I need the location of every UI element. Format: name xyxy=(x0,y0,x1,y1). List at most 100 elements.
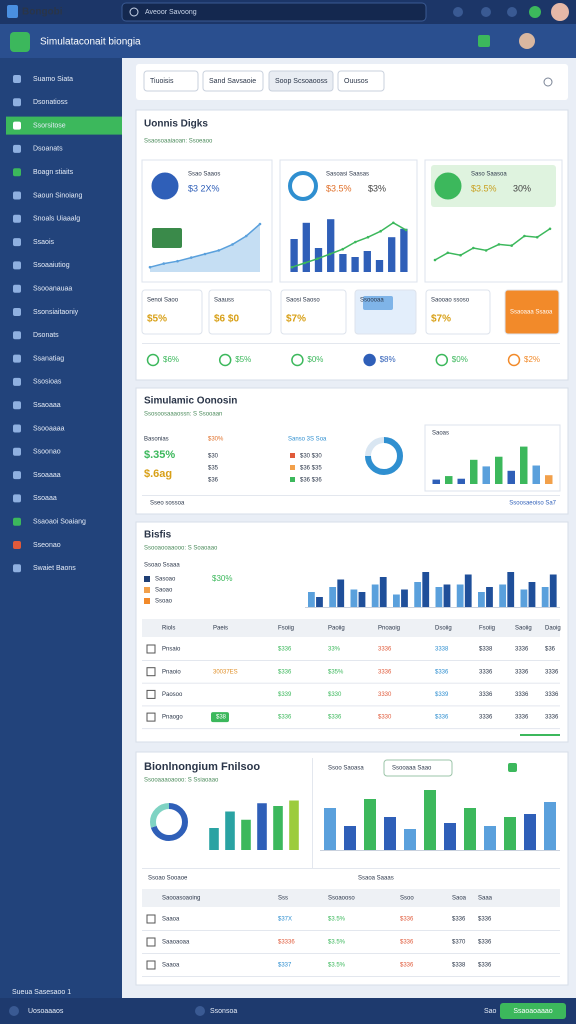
filter-button[interactable] xyxy=(143,70,199,92)
bar xyxy=(329,587,337,607)
table-cell: $336 xyxy=(400,963,414,969)
column-header: Ssoaooso xyxy=(328,896,355,902)
nav-item: Ssorsitose xyxy=(33,122,66,129)
row-divider xyxy=(142,660,560,661)
divider xyxy=(142,495,560,496)
row-divider xyxy=(142,728,560,730)
nav-item: Ssanatiag xyxy=(33,355,64,362)
bar xyxy=(443,584,451,607)
kpi-box xyxy=(280,289,347,335)
icon[interactable] xyxy=(481,7,491,17)
bar xyxy=(351,257,359,272)
table-cell: $336 xyxy=(400,940,414,946)
table-cell: 3336 xyxy=(545,715,559,721)
kpi-box[interactable] xyxy=(504,289,560,335)
icon[interactable] xyxy=(508,763,517,772)
bar xyxy=(358,592,366,607)
point xyxy=(379,229,382,233)
donut-segment xyxy=(365,437,403,475)
legend-swatch xyxy=(144,587,150,593)
table-cell: $370 xyxy=(452,940,466,946)
kpi-box xyxy=(141,289,203,335)
nav-item: Dsoanats xyxy=(33,146,63,153)
point xyxy=(176,259,179,263)
row-icon xyxy=(146,937,156,947)
icon[interactable] xyxy=(507,7,517,17)
bar xyxy=(375,260,384,272)
search-box[interactable] xyxy=(121,2,427,22)
filter-button[interactable] xyxy=(337,70,385,92)
kpi-value: $5% xyxy=(147,314,167,325)
input[interactable] xyxy=(383,759,453,777)
row-value: $36 $36 xyxy=(300,478,322,484)
page-title: Simulataconait biongia xyxy=(40,37,141,48)
line xyxy=(291,221,407,268)
bar xyxy=(532,465,540,484)
table-cell: 3336 xyxy=(479,715,493,721)
legend-title: Ssoao Ssaaa xyxy=(144,563,180,569)
search-icon xyxy=(129,7,139,17)
logo-icon xyxy=(7,5,18,18)
nav-icon xyxy=(13,564,21,573)
stat-value: $0% xyxy=(452,355,468,364)
table-cell: $336 xyxy=(452,917,466,923)
card-header xyxy=(431,165,556,207)
avatar[interactable] xyxy=(551,3,569,21)
column-header: Saooasoaoing xyxy=(162,896,200,902)
avatar[interactable] xyxy=(519,33,535,49)
bar xyxy=(388,237,396,272)
point xyxy=(244,234,248,238)
bar xyxy=(445,476,453,484)
nav-icon xyxy=(13,214,21,223)
metric-value: $.35% xyxy=(144,449,175,461)
active-nav-item[interactable] xyxy=(6,116,122,135)
nav-item: Dsonatioss xyxy=(33,99,68,106)
nav-icon xyxy=(13,75,21,83)
point xyxy=(189,256,193,259)
highlight-value: $30% xyxy=(212,574,232,583)
filter-button[interactable] xyxy=(268,70,334,92)
row-divider xyxy=(142,976,560,977)
bar xyxy=(464,808,476,850)
table-cell: Paosoo xyxy=(162,692,183,698)
status-icon xyxy=(218,353,232,367)
point xyxy=(433,258,437,262)
card-icon xyxy=(434,172,462,200)
nav-icon xyxy=(13,401,21,410)
bar xyxy=(544,802,556,850)
legend-item: Ssoao xyxy=(155,599,173,605)
table-cell: Pnaoio xyxy=(162,669,181,675)
panel-subtitle: Ssosoosaaaossn: S Ssooaan xyxy=(144,412,222,418)
row-icon xyxy=(146,644,156,654)
footer-button[interactable] xyxy=(500,1003,566,1019)
nav-icon xyxy=(13,98,21,107)
filter-label: Soop Scsoaooss xyxy=(275,78,328,85)
filter-button[interactable] xyxy=(202,70,264,92)
point xyxy=(404,228,408,232)
point xyxy=(328,252,332,256)
card-value: 30% xyxy=(513,183,531,193)
column-header: Riols xyxy=(162,626,175,632)
footer-icon xyxy=(9,1006,19,1016)
sidebar xyxy=(0,58,122,998)
metric-value: $.6ag xyxy=(144,468,172,480)
icon[interactable] xyxy=(529,6,541,18)
filter-label: Tiuoisis xyxy=(150,78,174,85)
table-cell: 3336 xyxy=(479,669,493,675)
donut-segment xyxy=(150,803,188,841)
nav-icon xyxy=(13,261,21,270)
footer-text: Sao xyxy=(484,1008,497,1015)
icon[interactable] xyxy=(453,7,463,17)
footer-text: Uosoaaaos xyxy=(28,1008,64,1015)
kpi-box[interactable] xyxy=(425,289,491,335)
filter-label: Sand Savsaoie xyxy=(209,78,256,85)
bar xyxy=(273,806,283,850)
bar xyxy=(363,251,371,272)
input-text: Ssooaaa Saao xyxy=(392,766,432,772)
card-value: $3% xyxy=(368,183,386,193)
table-cell: $336 xyxy=(328,715,342,721)
row-value: $30 xyxy=(208,454,219,460)
search-text: Aveoor Savoong xyxy=(145,9,197,16)
icon[interactable] xyxy=(478,35,490,47)
panel-title: Simulamic Oonosin xyxy=(144,396,237,407)
